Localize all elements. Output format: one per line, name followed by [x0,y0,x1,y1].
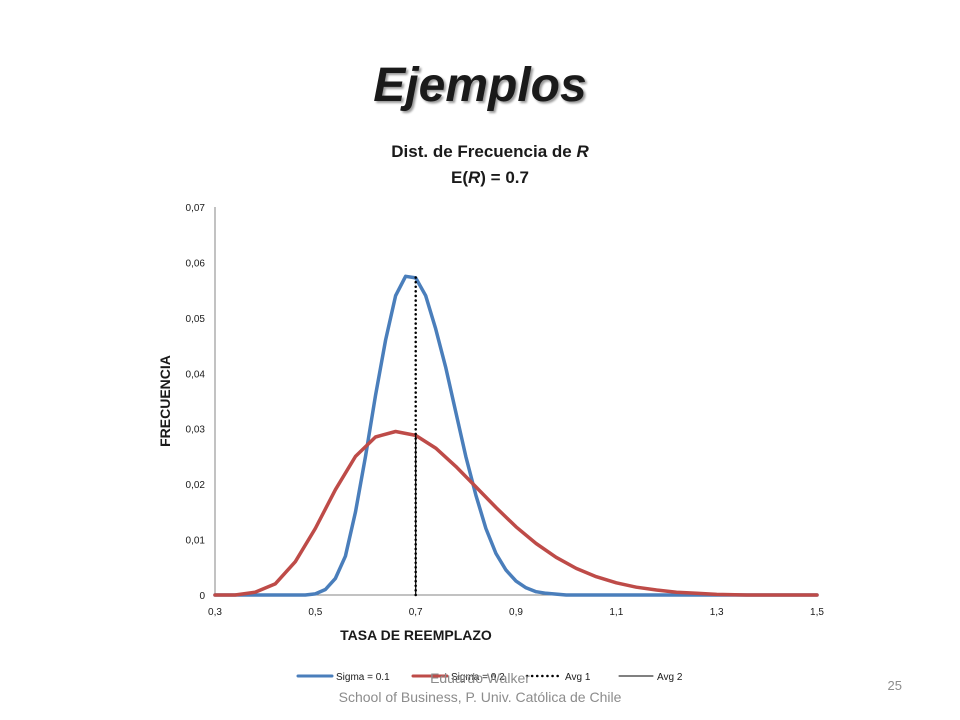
y-tick-label: 0,07 [186,203,206,214]
slide-title: Ejemplos [373,59,587,112]
x-axis-title: TASA DE REEMPLAZO [340,627,492,643]
y-tick-label: 0,03 [186,425,206,436]
chart-subtitle-variable: R [468,168,481,187]
x-tick-label: 1,3 [710,607,724,618]
y-tick-label: 0,04 [186,369,206,380]
x-tick-label: 1,1 [609,607,623,618]
y-tick-label: 0,05 [186,314,206,325]
legend-label-1: Sigma = 0.1 [336,672,390,683]
legend-label-2: Sigma = 0.2 [451,672,505,683]
slide-number: 25 [887,678,902,693]
y-tick-label: 0,01 [186,536,206,547]
legend-label-3: Avg 1 [565,672,591,683]
footer-school: School of Business, P. Univ. Católica de… [338,689,622,705]
chart-title-variable: R [576,142,589,161]
chart-title-prefix: Dist. de Frecuencia de [391,142,577,161]
footer-author: Eduardo Walker [430,670,530,686]
series-line-1 [213,274,819,597]
y-tick-label: 0,02 [186,480,206,491]
chart-title-line-1: Dist. de Frecuencia de R [240,142,740,162]
x-tick-label: 0,3 [208,607,222,618]
chart-subtitle-suffix: ) = 0.7 [480,168,529,187]
y-tick-label: 0,06 [186,258,206,269]
x-tick-label: 0,7 [409,607,423,618]
x-tick-label: 0,5 [308,607,322,618]
y-axis-title: FRECUENCIA [157,355,173,447]
chart-subtitle-prefix: E( [451,168,469,187]
legend-label-4: Avg 2 [657,672,683,683]
series-line-2 [213,429,819,597]
x-tick-label: 0,9 [509,607,523,618]
y-tick-label: 0 [199,591,205,602]
chart-title-line-2: E(R) = 0.7 [240,168,740,188]
x-tick-label: 1,5 [810,607,824,618]
